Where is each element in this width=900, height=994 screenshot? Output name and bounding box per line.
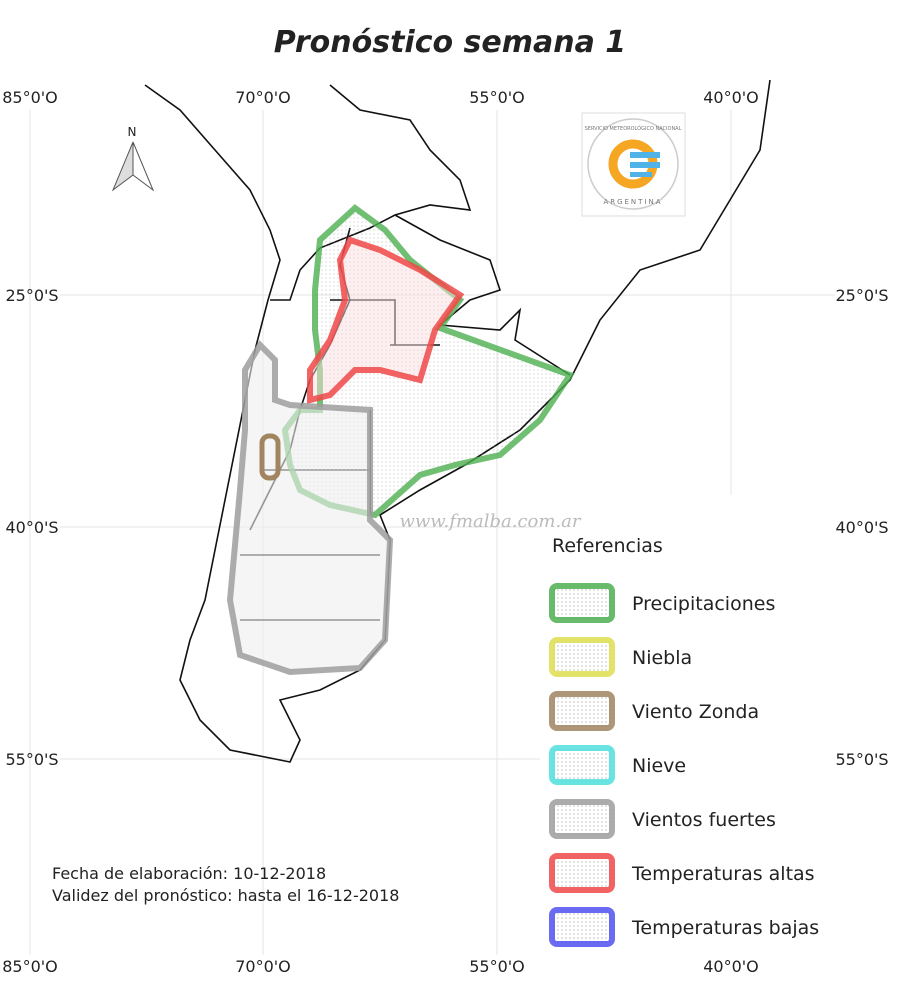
legend-label: Temperaturas bajas xyxy=(631,917,819,939)
logo xyxy=(581,112,686,217)
note: Fecha de elaboración: 10-12-2018 xyxy=(52,864,326,883)
legend-swatch xyxy=(549,799,615,839)
legend-label: Vientos fuertes xyxy=(632,809,776,831)
lon-label: 70°0'O xyxy=(235,957,291,976)
lon-label: 40°0'O xyxy=(703,88,759,107)
legend-label: Viento Zonda xyxy=(632,701,759,723)
lat-label: 25°0'S xyxy=(835,286,888,305)
legend: Precipitaciones Niebla Viento Zonda Nieve Vi… xyxy=(549,583,819,947)
forecast-areas xyxy=(226,204,575,676)
legend-label: Nieve xyxy=(632,755,686,777)
watermark: www.fmalba.com.ar xyxy=(399,511,581,532)
lon-label: 55°0'O xyxy=(469,88,525,107)
lon-label: 55°0'O xyxy=(469,957,525,976)
logo-text: ARGENTINA xyxy=(603,198,662,206)
lon-label: 85°0'O xyxy=(2,957,58,976)
lat-label: 40°0'S xyxy=(5,518,58,537)
title: Pronóstico semana 1 xyxy=(274,25,626,60)
north-label: N xyxy=(128,125,137,139)
legend-swatch xyxy=(549,637,615,677)
lon-label: 70°0'O xyxy=(235,88,291,107)
legend-swatch xyxy=(549,907,615,947)
legend-swatch xyxy=(549,745,615,785)
lat-label: 40°0'S xyxy=(835,518,888,537)
legend-swatch xyxy=(549,583,615,623)
legend-label: Precipitaciones xyxy=(632,593,775,615)
logo-text: SERVICIO METEOROLÓGICO NACIONAL xyxy=(585,125,682,132)
legend-swatch xyxy=(549,691,615,731)
lon-label: 85°0'O xyxy=(2,88,58,107)
lat-label: 55°0'S xyxy=(5,750,58,769)
legend-label: Temperaturas altas xyxy=(631,863,815,885)
lat-label: 55°0'S xyxy=(835,750,888,769)
north-arrow xyxy=(111,141,155,192)
lon-label: 40°0'O xyxy=(703,957,759,976)
note: Validez del pronóstico: hasta el 16-12-2… xyxy=(52,886,399,905)
legend-label: Niebla xyxy=(632,647,692,669)
legend-swatch xyxy=(549,853,615,893)
lat-label: 25°0'S xyxy=(5,286,58,305)
legend-title: Referencias xyxy=(552,535,663,557)
